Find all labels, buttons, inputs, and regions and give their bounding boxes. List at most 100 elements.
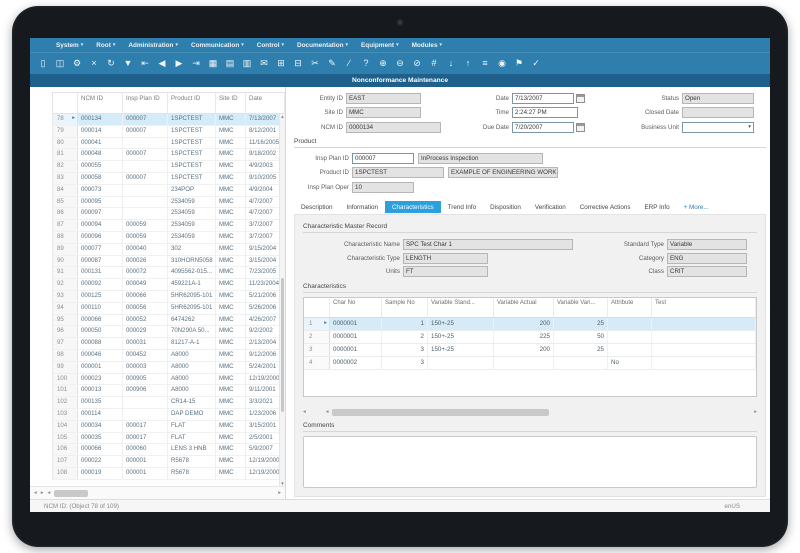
comments-input[interactable] <box>303 436 757 488</box>
first-record-icon[interactable]: ⇤ <box>141 58 149 68</box>
table-row[interactable]: 88 000096 000059 2534059 MMC 3/7/2007 <box>53 231 285 244</box>
due-date-field[interactable]: 7/20/2007 <box>512 121 574 133</box>
menu-item-equipment[interactable]: Equipment ▾ <box>361 42 399 49</box>
form-view-icon[interactable]: ▤ <box>225 58 235 68</box>
scroll-right-icon[interactable]: ▸ <box>278 490 281 496</box>
product-id-field[interactable]: 1SPCTEST <box>352 167 444 178</box>
table-row[interactable]: 100 000023 000905 A8000 MMC 12/19/2000 <box>53 373 285 386</box>
email-icon[interactable]: ✉ <box>260 58 268 68</box>
tab-more[interactable]: + More... <box>683 203 709 211</box>
table-row[interactable]: 104 000034 000017 FLAT MMC 3/15/2001 <box>53 420 285 433</box>
import-icon[interactable]: ⊟ <box>294 58 302 68</box>
business-unit-select[interactable]: ▾ <box>682 121 754 133</box>
tab-corrective-actions[interactable]: Corrective Actions <box>579 203 631 211</box>
table-row[interactable]: 91 000131 000072 4095562-015... MMC 7/23/2005 <box>53 267 285 280</box>
refresh-icon[interactable]: ↻ <box>107 58 115 68</box>
scrollbar-thumb[interactable] <box>281 277 284 412</box>
vertical-scrollbar[interactable]: ▲ ▼ <box>279 114 285 486</box>
menu-item-administration[interactable]: Administration ▾ <box>128 42 178 49</box>
upload-icon[interactable]: ↑ <box>465 58 471 68</box>
date-field[interactable]: 7/13/2007 <box>512 92 574 104</box>
table-row[interactable]: 99 000001 000003 A8000 MMC 5/24/2001 <box>53 361 285 374</box>
scrollbar-thumb[interactable] <box>331 408 550 416</box>
table-row[interactable]: 105 000035 000017 FLAT MMC 2/5/2001 <box>53 432 285 445</box>
menu-item-root[interactable]: Root ▾ <box>96 42 115 49</box>
time-field[interactable]: 2:24:27 PM <box>512 107 578 118</box>
insp-plan-id-field[interactable]: 000007 <box>352 152 414 164</box>
site-id-field[interactable]: MMC <box>346 107 421 118</box>
table-row[interactable]: 92 000092 000049 459221A-1 MMC 11/23/2004 <box>53 279 285 291</box>
table-row[interactable]: 84 000073 234POP MMC 4/9/2004 <box>53 184 285 197</box>
last-record-icon[interactable]: ⇥ <box>192 58 200 68</box>
calendar-icon[interactable] <box>576 122 585 132</box>
column-header-site-id[interactable]: Site ID <box>216 93 246 113</box>
characteristics-row[interactable]: 3 0000001 3 150+-25 200 25 <box>304 344 756 357</box>
table-row[interactable]: 90 000087 000026 310HORN5058 MMC 3/15/2004 <box>53 255 285 268</box>
scroll-left-icon[interactable]: ◂ <box>47 490 51 496</box>
column-header-variable-vari[interactable]: Variable Vari... <box>554 298 608 317</box>
entity-id-field[interactable]: EAST <box>346 92 421 104</box>
tab-erp-info[interactable]: ERP Info <box>644 203 670 211</box>
tab-disposition[interactable]: Disposition <box>490 203 521 211</box>
characteristics-row[interactable]: 4 0000002 3 No <box>304 357 756 370</box>
scroll-right-icon[interactable]: ▸ <box>754 409 757 415</box>
column-header-variable-stand[interactable]: Variable Stand... <box>428 298 494 317</box>
edit-icon[interactable]: ✎ <box>328 58 336 68</box>
table-row[interactable]: 81 000048 000007 1SPCTEST MMC 9/18/2002 <box>53 149 285 162</box>
table-row[interactable]: 95 000066 000052 6474262 MMC 4/26/2007 <box>53 314 285 327</box>
cut-icon[interactable]: ✂ <box>311 58 319 68</box>
column-header-variable-actual[interactable]: Variable Actual <box>494 298 554 317</box>
menu-item-documentation[interactable]: Documentation ▾ <box>297 42 348 49</box>
table-row[interactable]: 85 000095 2534059 MMC 4/7/2007 <box>53 196 285 209</box>
table-row[interactable]: 106 000066 000060 LENS 3 HNB MMC 5/9/2007 <box>53 444 285 457</box>
table-row[interactable]: 80 000041 1SPCTEST MMC 11/16/2005 <box>53 137 285 150</box>
table-row[interactable]: 107 000022 000001 R5678 MMC 12/19/2000 <box>53 456 285 468</box>
scrollbar-thumb[interactable] <box>54 489 89 497</box>
menu-item-system[interactable]: System ▾ <box>56 42 83 49</box>
tab-characteristics[interactable]: Characteristics <box>385 201 441 213</box>
settings-icon[interactable]: ⚙ <box>72 58 82 68</box>
table-row[interactable]: 101 000013 000906 A8000 MMC 9/11/2001 <box>53 385 285 398</box>
export-icon[interactable]: ⊞ <box>277 58 285 68</box>
scroll-left-icon[interactable]: ◂ <box>325 409 329 415</box>
next-record-icon[interactable]: ▶ <box>175 58 183 68</box>
delete-record-icon[interactable]: × <box>91 58 97 68</box>
void-icon[interactable]: ⊘ <box>413 58 421 68</box>
scroll-right-icon[interactable]: ▸ <box>40 490 44 496</box>
scroll-up-icon[interactable]: ▲ <box>280 114 285 119</box>
column-header-date[interactable]: Date <box>246 93 285 113</box>
download-icon[interactable]: ↓ <box>448 58 454 68</box>
characteristics-row[interactable]: 1 ▸ 0000001 1 150+-25 200 25 <box>304 318 756 331</box>
table-row[interactable]: 108 000019 000001 R5678 MMC 12/19/2000 <box>53 467 285 480</box>
menu-item-communication[interactable]: Communication ▾ <box>191 42 244 49</box>
insp-plan-oper-field[interactable]: 10 <box>352 181 414 193</box>
approve-icon[interactable]: ✓ <box>532 58 540 68</box>
tab-trend-info[interactable]: Trend Info <box>447 203 477 211</box>
filter-icon[interactable]: ▼ <box>123 58 133 68</box>
menu-item-modules[interactable]: Modules ▾ <box>412 42 442 49</box>
table-row[interactable]: 98 000046 000452 A8000 MMC 9/12/2006 <box>53 349 285 362</box>
tab-verification[interactable]: Verification <box>534 203 566 211</box>
table-row[interactable]: 97 000088 000031 81217-A-1 MMC 2/13/2004 <box>53 338 285 350</box>
add-icon[interactable]: ⊕ <box>379 58 387 68</box>
table-row[interactable]: 96 000050 000029 70N290A 50... MMC 9/2/2002 <box>53 326 285 339</box>
tab-information[interactable]: Information <box>346 203 379 211</box>
table-row[interactable]: 89 000077 000040 302 MMC 9/15/2004 <box>53 243 285 256</box>
table-row[interactable]: 78 ▸ 000134 000007 1SPCTEST MMC 7/13/2007 <box>53 114 285 126</box>
calendar-icon[interactable] <box>576 93 585 103</box>
column-header-test[interactable]: Test <box>652 298 756 317</box>
save-icon[interactable]: ▥ <box>242 58 252 68</box>
new-document-icon[interactable]: ▯ <box>40 58 46 68</box>
column-header-ncm-id[interactable]: NCM ID <box>78 93 123 113</box>
column-header-insp-plan-id[interactable]: Insp Plan ID <box>123 93 168 113</box>
table-row[interactable]: 94 000110 000056 5HR62095-101 MMC 5/26/2006 <box>53 302 285 315</box>
grid-view-icon[interactable]: ▦ <box>208 58 218 68</box>
characteristics-row[interactable]: 2 0000001 2 150+-25 225 50 <box>304 331 756 344</box>
table-row[interactable]: 79 000014 000007 1SPCTEST MMC 8/12/2001 <box>53 125 285 138</box>
remove-icon[interactable]: ⊖ <box>396 58 404 68</box>
menu-item-control[interactable]: Control ▾ <box>257 42 284 49</box>
help-icon[interactable]: ? <box>363 58 369 68</box>
find-number-icon[interactable]: # <box>431 58 437 68</box>
table-row[interactable]: 102 000135 CR14-15 MMC 3/3/2021 <box>53 397 285 409</box>
column-header-product-id[interactable]: Product ID <box>168 93 216 113</box>
